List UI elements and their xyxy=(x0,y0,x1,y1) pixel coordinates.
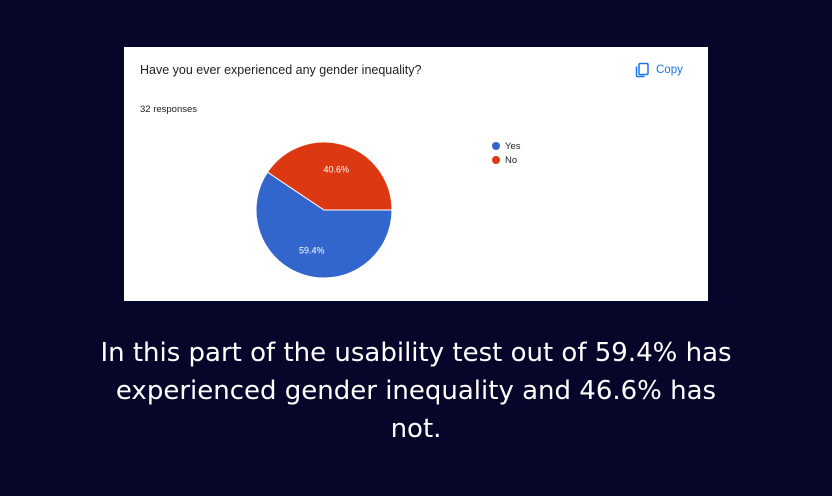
chart-card: Have you ever experienced any gender ine… xyxy=(124,47,708,301)
legend-label-yes: Yes xyxy=(505,141,521,152)
legend-swatch-yes xyxy=(492,142,500,150)
legend-item-no: No xyxy=(492,153,521,167)
pie-label-no: 40.6% xyxy=(324,165,350,175)
pie-chart: 59.4% 40.6% xyxy=(124,47,708,301)
pie-label-yes: 59.4% xyxy=(299,245,325,255)
legend-item-yes: Yes xyxy=(492,139,521,153)
chart-legend: Yes No xyxy=(492,139,521,167)
caption-line-2: experienced gender inequality and 46.6% … xyxy=(60,372,772,410)
legend-swatch-no xyxy=(492,156,500,164)
caption-line-1: In this part of the usability test out o… xyxy=(60,334,772,372)
caption-text: In this part of the usability test out o… xyxy=(60,334,772,448)
caption-line-3: not. xyxy=(60,410,772,448)
legend-label-no: No xyxy=(505,155,517,166)
